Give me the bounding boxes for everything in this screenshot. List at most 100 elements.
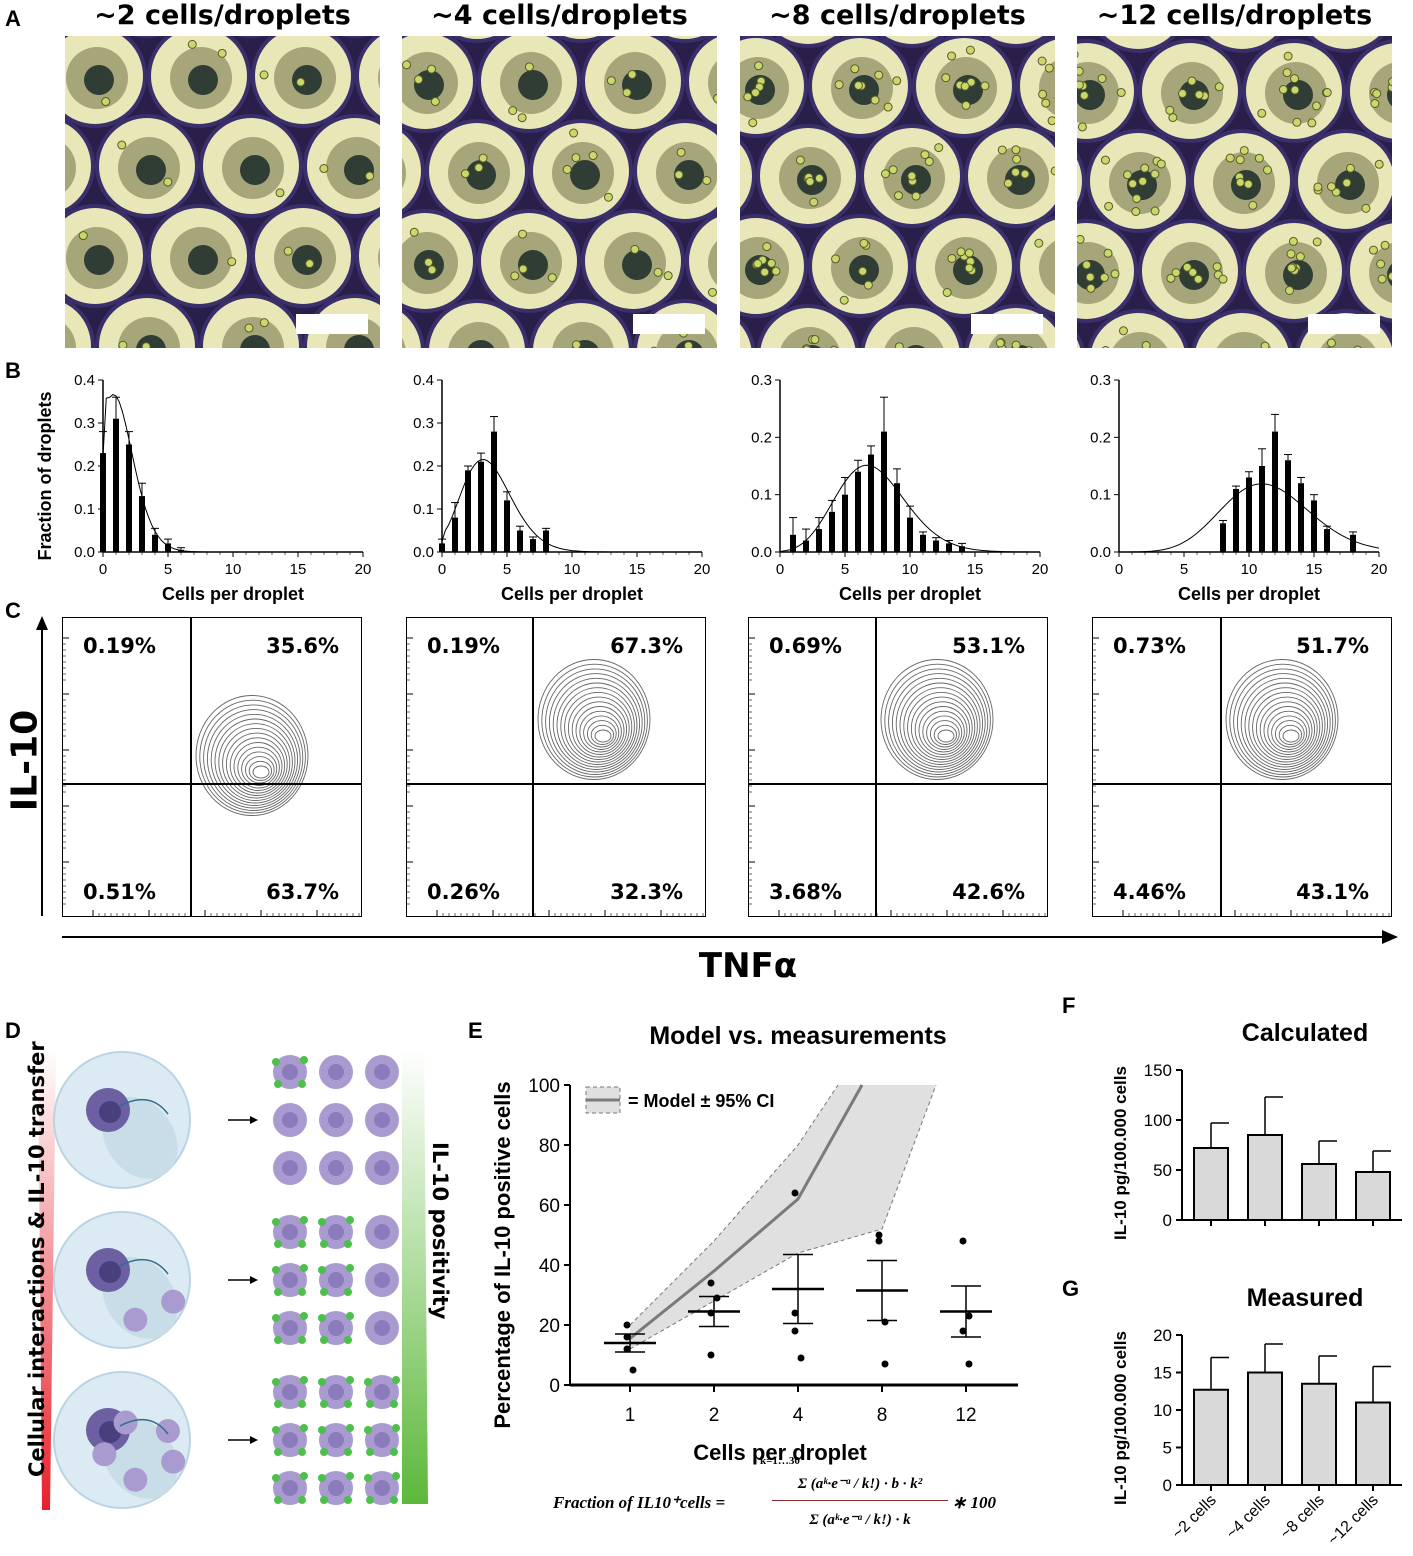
poisson-fit-line xyxy=(779,464,1041,553)
droplet-core xyxy=(378,67,380,89)
cell xyxy=(118,340,128,348)
formula-tail: ∗ 100 xyxy=(952,1493,996,1512)
il10-dot xyxy=(300,1472,308,1480)
il10-dot xyxy=(274,1240,282,1248)
bar xyxy=(491,431,497,552)
x-tick-label: 5 xyxy=(164,561,172,578)
cell xyxy=(424,257,434,267)
x-tick-label: 5 xyxy=(1180,561,1188,578)
bar xyxy=(907,517,913,552)
data-point xyxy=(959,1237,967,1245)
micro-title-1: ~2 cells/droplets xyxy=(94,0,351,31)
cell xyxy=(802,345,811,348)
il10-dot xyxy=(272,1058,280,1066)
bar xyxy=(920,534,926,552)
il10-dot xyxy=(346,1376,354,1384)
y-tick-label: 150 xyxy=(1144,1061,1172,1080)
cell xyxy=(1278,84,1288,94)
micro-title-2: ~4 cells/droplets xyxy=(431,0,688,31)
cell xyxy=(888,165,898,175)
cell xyxy=(627,69,637,79)
cell xyxy=(1182,262,1192,272)
cell xyxy=(1131,207,1141,217)
il10-dot xyxy=(300,1216,308,1224)
cell xyxy=(409,227,419,237)
panel-d-schematic xyxy=(38,1048,428,1510)
cell xyxy=(1138,176,1148,186)
contour-line xyxy=(929,720,960,748)
cell xyxy=(1288,236,1298,246)
cell xyxy=(809,197,819,207)
cell xyxy=(1097,73,1107,83)
flow-plot-2: 0.19% 67.3% 0.26% 32.3% xyxy=(406,617,760,961)
cell xyxy=(517,113,527,123)
cell xyxy=(750,88,760,98)
cell xyxy=(1353,345,1362,348)
cell xyxy=(101,97,111,107)
cell xyxy=(117,140,127,150)
x-tick-label: 10 xyxy=(225,561,242,578)
il10-dot xyxy=(318,1378,326,1386)
bar xyxy=(517,530,523,552)
cell xyxy=(934,143,944,153)
cell xyxy=(997,145,1007,155)
bar xyxy=(1193,1147,1229,1221)
contour-line xyxy=(537,659,651,780)
cell xyxy=(1260,341,1270,348)
flow-plot-svg xyxy=(749,618,1102,961)
scale-bar xyxy=(1308,314,1380,334)
il10-dot xyxy=(344,1288,352,1296)
y-tick-label: 15 xyxy=(1153,1364,1172,1383)
y-tick-label: 0.2 xyxy=(751,429,772,446)
histogram-2: 0.0 0.1 0.2 0.3 0.4 0 5 10 15 20 Cells per droplet xyxy=(413,372,710,604)
contour-line xyxy=(206,709,301,809)
droplet-core xyxy=(552,322,614,348)
il10-dot xyxy=(272,1218,280,1226)
quadrant-ur-percent: 51.7% xyxy=(1296,634,1369,658)
scale-bar xyxy=(971,314,1043,334)
cell xyxy=(762,242,772,252)
t-cell xyxy=(161,1449,186,1474)
cell xyxy=(524,62,534,72)
cell xyxy=(259,70,269,80)
bar xyxy=(530,539,536,552)
cell xyxy=(883,102,893,112)
cell xyxy=(858,266,868,276)
bar xyxy=(465,470,471,552)
cell xyxy=(1100,155,1110,165)
contour-line xyxy=(583,715,620,750)
formula-sum-range: k=1…30 xyxy=(760,1455,800,1467)
il10-dot xyxy=(274,1080,282,1088)
contour-line xyxy=(907,691,976,763)
cell xyxy=(1312,237,1322,247)
bar xyxy=(1247,1134,1283,1221)
x-axis-label: Cells per droplet xyxy=(693,1440,867,1465)
cell xyxy=(1041,98,1051,108)
bar xyxy=(816,529,822,552)
il10-dot xyxy=(298,1496,306,1504)
bar xyxy=(165,543,171,552)
cell xyxy=(965,45,975,55)
scale-bar xyxy=(296,314,368,334)
cell xyxy=(1038,89,1048,99)
cell xyxy=(995,338,1005,348)
droplet-center xyxy=(292,245,322,275)
t-cell-nucleus xyxy=(328,1432,344,1448)
il10-dot xyxy=(300,1056,308,1064)
t-cell-nucleus xyxy=(328,1112,344,1128)
bar xyxy=(803,540,809,552)
contour-line xyxy=(233,742,283,791)
legend-text: = Model ± 95% CI xyxy=(628,1091,774,1111)
quadrant-lr-percent: 32.3% xyxy=(610,880,683,904)
cell xyxy=(676,147,686,157)
contour-line xyxy=(1248,687,1323,765)
y-tick-label: 50 xyxy=(1153,1161,1172,1180)
cell xyxy=(1307,118,1317,128)
il10-dot xyxy=(300,1264,308,1272)
t-cell-nucleus xyxy=(374,1112,390,1128)
x-tick-label: 5 xyxy=(841,561,849,578)
cell xyxy=(1188,267,1198,277)
micrograph-3 xyxy=(740,36,1055,348)
t-cell-nucleus xyxy=(328,1320,344,1336)
x-tick-label: 2 xyxy=(709,1405,720,1426)
